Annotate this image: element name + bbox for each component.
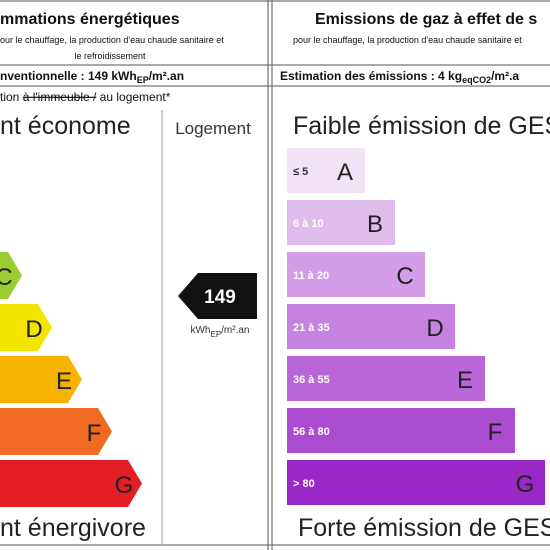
text: nventionnelle : 149 kWh (0, 69, 137, 83)
band-letter: G (115, 472, 134, 499)
band-letter: E (56, 368, 72, 395)
text: kWh (190, 325, 210, 336)
ges-panel: Emissions de gaz à effet de s pour le ch… (280, 11, 550, 542)
ges-band (287, 408, 515, 453)
band-letter: C (0, 264, 13, 291)
band-range: 56 à 80 (293, 426, 330, 438)
text: EP (210, 330, 221, 339)
column-label: Logement (175, 119, 251, 138)
band-letter: G (516, 471, 535, 498)
band-range: 11 à 20 (293, 270, 329, 282)
energy-panel: mmations énergétiques our le chauffage, … (0, 11, 257, 542)
ges-band (287, 200, 395, 245)
band-letter: D (25, 316, 42, 343)
value: 149 (204, 287, 236, 308)
text: Estimation des émissions : 4 kg (280, 69, 462, 83)
bottom-label: Forte émission de GES (298, 514, 550, 542)
energy-band (0, 252, 22, 299)
band-range: 6 à 10 (293, 218, 324, 230)
text: tion (0, 90, 23, 104)
ges-estimate: Estimation des émissions : 4 kgeqCO2/m².… (280, 69, 519, 85)
ges-band (287, 304, 455, 349)
band-letter: F (488, 419, 503, 446)
ges-title: Emissions de gaz à effet de s (315, 11, 537, 28)
ges-band (287, 252, 425, 297)
band-letter: C (396, 263, 413, 290)
value-unit: kWhEP/m².an (190, 325, 249, 339)
ges-subtitle: pour le chauffage, la production d'eau c… (293, 35, 522, 45)
energy-subtitle: le refroidissement (74, 51, 146, 61)
band-range: ≤ 5 (293, 166, 308, 178)
band-range: > 80 (293, 478, 315, 490)
scope-note: tion à l'immeuble / au logement* (0, 90, 171, 104)
band-range: 36 à 55 (293, 374, 330, 386)
top-label: Faible émission de GES (293, 112, 550, 140)
energy-subtitle: our le chauffage, la production d'eau ch… (0, 35, 224, 45)
bottom-label: nt énergivore (0, 514, 146, 542)
energy-band (0, 304, 52, 351)
energy-estimate: nventionnelle : 149 kWhEP/m².an (0, 69, 184, 85)
text: EP (137, 75, 149, 85)
text: à l'immeuble / (23, 90, 97, 104)
text: au logement* (96, 90, 170, 104)
ges-band (287, 356, 485, 401)
band-range: 21 à 35 (293, 322, 330, 334)
top-label: nt économe (0, 112, 131, 140)
band-letter: B (367, 211, 383, 238)
band-letter: A (337, 159, 353, 186)
text: eqCO2 (462, 75, 491, 85)
text: /m².an (221, 325, 249, 336)
energy-band (0, 460, 142, 507)
text: /m².an (149, 69, 184, 83)
energy-band (0, 408, 112, 455)
band-letter: F (87, 420, 102, 447)
band-letter: D (426, 315, 443, 342)
value-arrow (178, 273, 257, 319)
band-letter: E (457, 367, 473, 394)
energy-title: mmations énergétiques (0, 11, 180, 28)
energy-band (0, 356, 82, 403)
ges-band (287, 460, 545, 505)
ges-band (287, 148, 365, 193)
text: /m².a (491, 69, 519, 83)
